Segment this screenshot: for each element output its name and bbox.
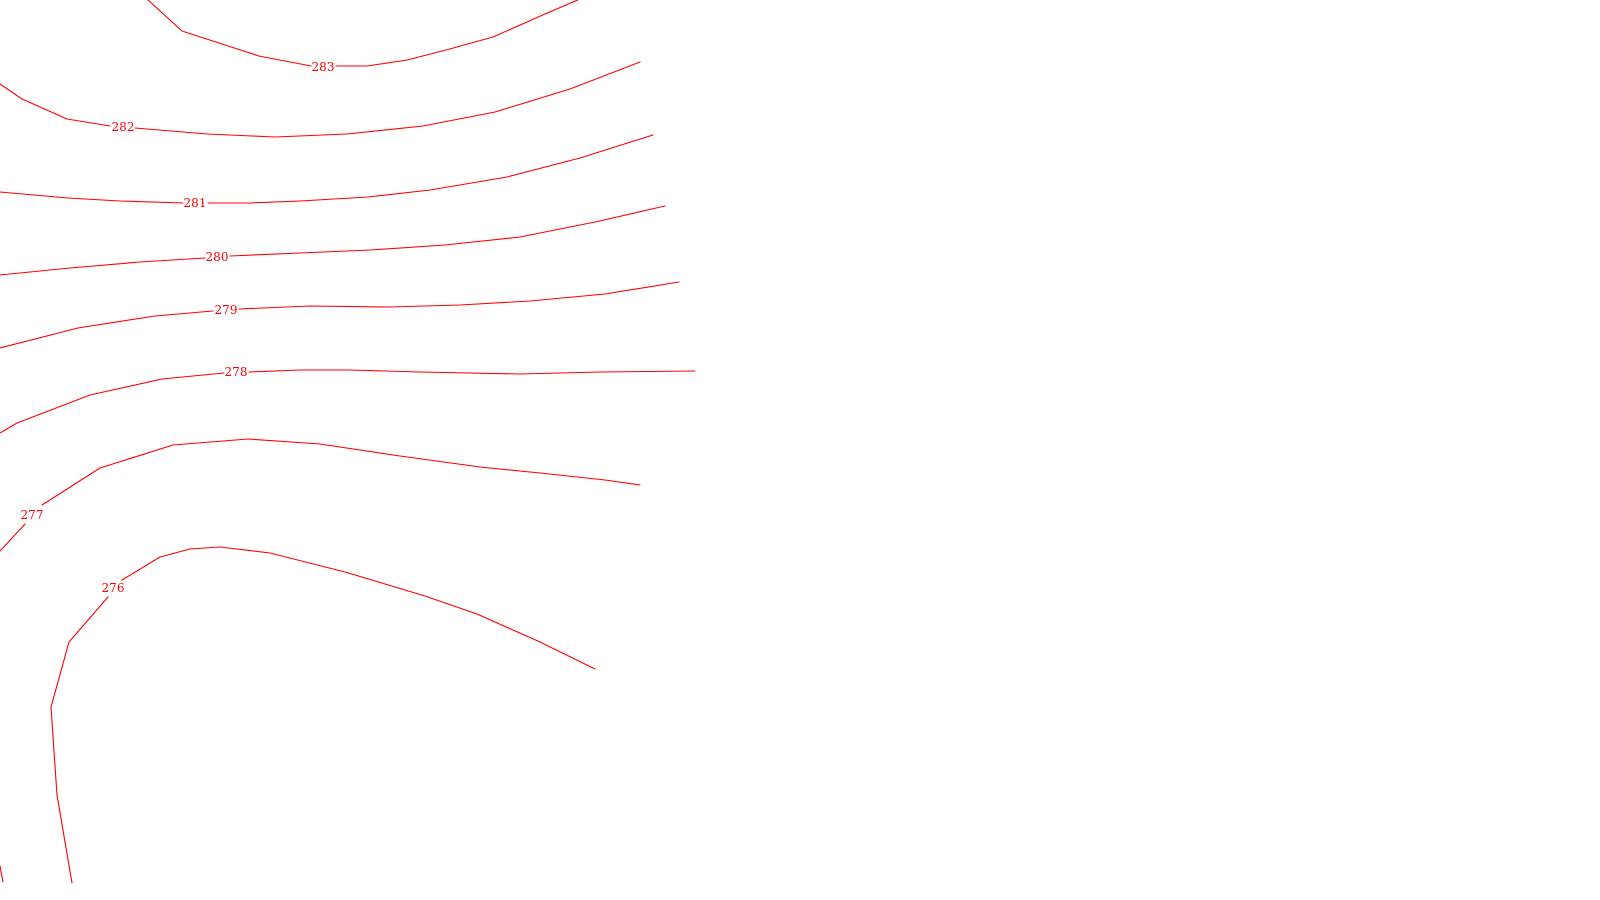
contour-line-276	[50, 596, 109, 884]
contour-278: 278	[0, 365, 696, 434]
contour-279: 279	[0, 281, 680, 349]
contour-label-278: 278	[225, 365, 248, 379]
contour-line-280	[0, 257, 206, 276]
contour-276: 276	[0, 546, 596, 884]
contour-line-280-b	[229, 205, 666, 257]
contour-282: 282	[0, 61, 641, 138]
contour-line-277-b	[41, 438, 641, 506]
contour-label-279: 279	[215, 303, 238, 317]
contour-line-279	[0, 310, 214, 349]
contour-label-283: 283	[312, 60, 335, 74]
contour-label-282: 282	[112, 120, 135, 134]
contour-label-281: 281	[184, 196, 207, 210]
contour-label-276: 276	[102, 581, 125, 595]
contour-label-277: 277	[21, 508, 44, 522]
contour-line-278	[0, 372, 225, 434]
contour-line-282	[0, 83, 111, 127]
contour-280: 280	[0, 205, 666, 276]
contour-281: 281	[0, 134, 654, 210]
contour-line-279-b	[238, 281, 680, 310]
contour-277: 277	[0, 438, 641, 552]
contour-line-283	[147, 0, 580, 67]
contour-line-282-b	[134, 61, 641, 138]
contour-283: 283	[147, 0, 580, 74]
contour-line-276-b	[121, 546, 596, 670]
contour-line-281	[0, 191, 184, 204]
contour-line-281-b	[207, 134, 654, 204]
contour-line-276-corner	[0, 865, 4, 883]
contour-line-278-b	[248, 369, 696, 375]
contour-label-280: 280	[206, 250, 229, 264]
contour-line-277	[0, 523, 26, 552]
